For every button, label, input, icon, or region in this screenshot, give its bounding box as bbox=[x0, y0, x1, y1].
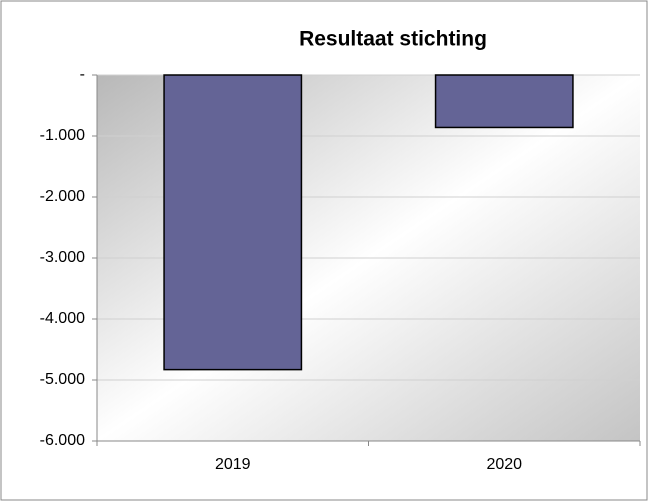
y-tick-label: -2.000 bbox=[40, 188, 85, 205]
y-tick-label: -5.000 bbox=[40, 371, 85, 388]
y-tick-label: -4.000 bbox=[40, 310, 85, 327]
y-tick-label: -3.000 bbox=[40, 249, 85, 266]
y-tick-label: -1.000 bbox=[40, 127, 85, 144]
y-tick-label: -6.000 bbox=[40, 432, 85, 449]
bar bbox=[163, 74, 303, 371]
x-tick-label: 2020 bbox=[486, 456, 522, 473]
x-tick-label: 2019 bbox=[215, 456, 251, 473]
chart-title: Resultaat stichting bbox=[299, 28, 487, 51]
bar bbox=[434, 74, 574, 129]
y-tick-label: - bbox=[80, 66, 85, 83]
